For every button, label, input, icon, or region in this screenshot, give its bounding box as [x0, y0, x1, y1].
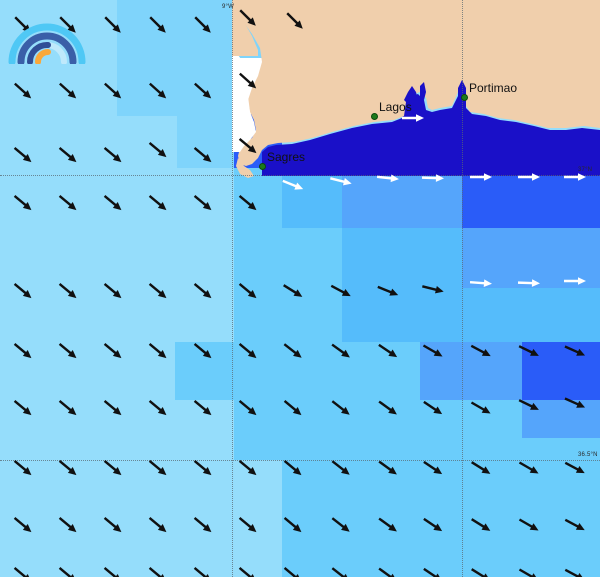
city-dot-icon: [371, 113, 378, 120]
wave-cell: [0, 342, 175, 460]
wave-cell: [234, 342, 372, 460]
city-dot-icon: [461, 94, 468, 101]
wave-cell: [117, 116, 177, 168]
city-dot-icon: [259, 163, 266, 170]
wave-cell: [522, 438, 600, 460]
city-label: Portimao: [469, 81, 518, 95]
city-label: Sagres: [267, 150, 306, 164]
latitude-label: 37°N: [578, 167, 593, 173]
latitude-line: [0, 460, 600, 461]
city-label: Lagos: [379, 100, 412, 114]
longitude-line: [232, 0, 233, 577]
wave-cell: [462, 228, 600, 288]
rainbow-logo[interactable]: [8, 14, 86, 64]
latitude-line: [0, 175, 600, 176]
wave-cell: [462, 288, 600, 342]
wave-cell: [117, 0, 234, 116]
longitude-line: [462, 0, 463, 577]
wave-cell: [342, 228, 462, 342]
longitude-label: 9°W: [222, 4, 234, 10]
latitude-label: 36.5°N: [578, 452, 598, 458]
